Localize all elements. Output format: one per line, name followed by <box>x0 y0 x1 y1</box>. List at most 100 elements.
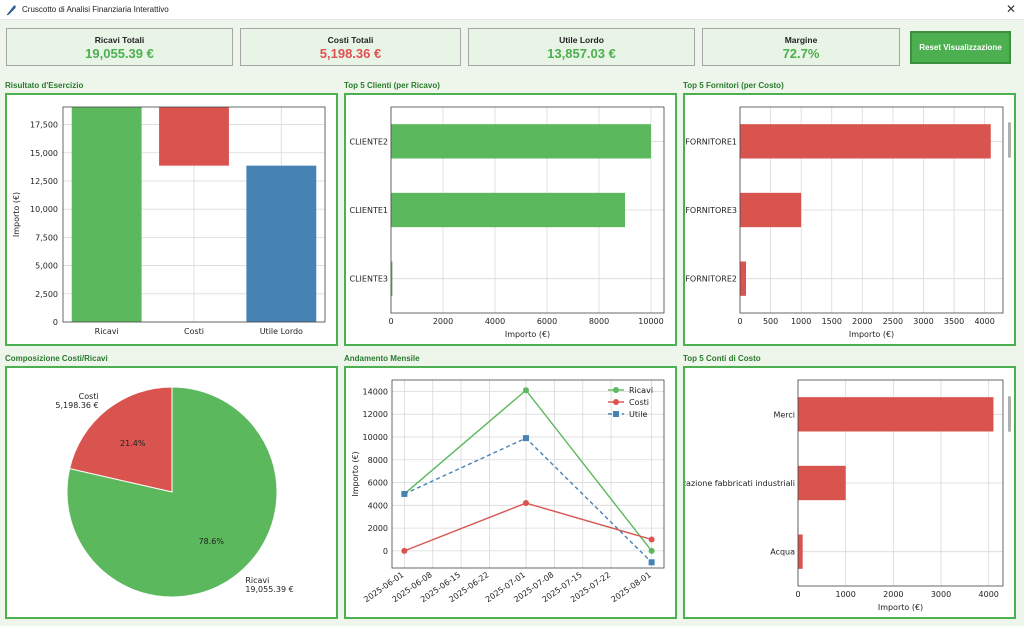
bottom-strip <box>0 620 1024 626</box>
y-tick-label: FORNITORE3 <box>685 206 737 215</box>
bar <box>740 124 991 159</box>
x-tick-label: 2500 <box>883 317 903 326</box>
x-tick-label: 3500 <box>944 317 964 326</box>
y-tick-label: CLIENTE3 <box>350 275 388 284</box>
data-point <box>522 387 529 394</box>
legend-marker <box>613 399 619 405</box>
chart-esercizio: 0 2,500 5,000 7,500 10,000 12,500 15,000 17,500… <box>12 106 326 336</box>
plot-frame <box>739 106 1004 314</box>
bar <box>391 124 651 159</box>
series-line <box>404 502 652 552</box>
pie-label: Costi <box>79 392 99 401</box>
y-tick-label: 0 <box>53 318 58 327</box>
x-tick-label: 1500 <box>822 317 842 326</box>
bar <box>798 397 994 432</box>
chart-panel-composizione: 21.4% Costi 5,198.36 € 78.6% Ricavi 19,055.39… <box>5 366 338 619</box>
y-tick-label: 0 <box>383 547 388 556</box>
chart-panel-conti: 0 1000 2000 3000 4000 Merci zazione fabbricati… <box>683 366 1016 619</box>
y-tick-label: 10,000 <box>30 205 58 214</box>
y-tick-label: FORNITORE1 <box>685 137 737 146</box>
y-axis-label: Importo (€) <box>12 192 21 237</box>
x-axis-label: Importo (€) <box>505 330 550 339</box>
panel-title-esercizio: Risultato d'Esercizio <box>5 81 84 90</box>
series-line <box>404 437 653 563</box>
kpi-value: 13,857.03 € <box>547 46 616 61</box>
x-tick-label: 0 <box>795 590 800 599</box>
chart-clienti: 0 2000 4000 6000 8000 10000 CLIENTE2 CLIENTE1 CL… <box>350 106 665 339</box>
x-tick-label: 8000 <box>589 317 609 326</box>
x-tick-label: 4000 <box>485 317 505 326</box>
x-tick-label: 0 <box>388 317 393 326</box>
y-tick-label: 4000 <box>368 501 388 510</box>
window-title: Cruscotto di Analisi Finanziaria Interat… <box>22 5 169 14</box>
chart-panel-andamento: 0 2000 4000 6000 8000 10000 12000 14000 2025-06-… <box>344 366 677 619</box>
y-tick-label: CLIENTE1 <box>350 206 388 215</box>
bar <box>71 107 142 322</box>
reset-view-button[interactable]: Reset Visualizzazione <box>910 31 1011 64</box>
x-tick-label: 2000 <box>883 590 903 599</box>
data-point <box>648 536 655 543</box>
y-tick-label: 10000 <box>363 433 388 442</box>
x-tick-label: 10000 <box>638 317 663 326</box>
kpi-card-ricavi: Ricavi Totali 19,055.39 € <box>6 28 233 66</box>
x-tick-label: Costi <box>184 327 204 336</box>
bar <box>798 465 846 501</box>
kpi-value: 19,055.39 € <box>85 46 154 61</box>
plot-frame <box>797 379 1004 587</box>
data-point <box>648 547 655 554</box>
pie-sublabel: 19,055.39 € <box>245 585 293 594</box>
legend-label: Utile <box>629 410 647 419</box>
scrollbar-thumb[interactable] <box>1008 396 1011 432</box>
y-tick-label: 2,500 <box>35 290 58 299</box>
y-tick-label: 5,000 <box>35 262 58 271</box>
y-tick-label: 14000 <box>363 387 388 396</box>
y-tick-label: zazione fabbricati industriali <box>685 479 795 488</box>
y-tick-label: 12000 <box>363 410 388 419</box>
y-tick-label: 12,500 <box>30 177 58 186</box>
x-tick-label: 4000 <box>974 317 994 326</box>
data-point <box>522 500 529 507</box>
y-tick-label: Merci <box>773 410 795 419</box>
feather-icon <box>6 4 16 15</box>
chart-panel-esercizio: 0 2,500 5,000 7,500 10,000 12,500 15,000 17,500… <box>5 93 338 346</box>
legend-label: Ricavi <box>629 386 653 395</box>
y-tick-label: 15,000 <box>30 149 58 158</box>
y-axis-label: Importo (€) <box>351 451 360 496</box>
x-tick-label: 6000 <box>537 317 557 326</box>
x-tick-label: Utile Lordo <box>260 327 303 336</box>
kpi-card-costi: Costi Totali 5,198.36 € <box>240 28 461 66</box>
x-axis-label: Importo (€) <box>849 330 894 339</box>
y-tick-label: 8000 <box>368 456 388 465</box>
pie-sublabel: 5,198.36 € <box>55 401 98 410</box>
x-tick-label: 3000 <box>913 317 933 326</box>
x-tick-label: 500 <box>763 317 778 326</box>
x-tick-label: 1000 <box>835 590 855 599</box>
data-point <box>648 559 655 566</box>
bar <box>159 107 229 166</box>
window-titlebar: Cruscotto di Analisi Finanziaria Interat… <box>0 0 1024 20</box>
scrollbar-thumb[interactable] <box>1008 122 1011 158</box>
x-tick-label: Ricavi <box>95 327 119 336</box>
bar <box>798 534 803 569</box>
panel-title-clienti: Top 5 Clienti (per Ricavo) <box>344 81 440 90</box>
legend-marker <box>613 411 619 417</box>
bar <box>391 192 625 228</box>
plot-frame <box>62 106 326 323</box>
legend-label: Costi <box>629 398 649 407</box>
panel-title-conti: Top 5 Conti di Costo <box>683 354 761 363</box>
kpi-value: 72.7% <box>782 46 820 61</box>
x-tick-label: 2000 <box>852 317 872 326</box>
data-point <box>522 435 529 442</box>
y-tick-label: FORNITORE2 <box>685 275 737 284</box>
kpi-value: 5,198.36 € <box>319 46 382 61</box>
data-point <box>401 490 408 497</box>
y-tick-label: CLIENTE2 <box>350 137 388 146</box>
chart-andamento: 020004000600080001000012000140002025-06-… <box>351 379 665 604</box>
chart-panel-clienti: 0 2000 4000 6000 8000 10000 CLIENTE2 CLIENTE1 CL… <box>344 93 677 346</box>
pie-label: Ricavi <box>245 576 269 585</box>
legend-marker <box>613 387 619 393</box>
close-icon[interactable]: ✕ <box>1005 2 1016 16</box>
chart-conti: 0 1000 2000 3000 4000 Merci zazione fabbricati… <box>685 379 1004 612</box>
chart-fornitori: 0 500 1000 1500 2000 2500 3000 3500 4000 FORNITOR… <box>685 106 1004 339</box>
